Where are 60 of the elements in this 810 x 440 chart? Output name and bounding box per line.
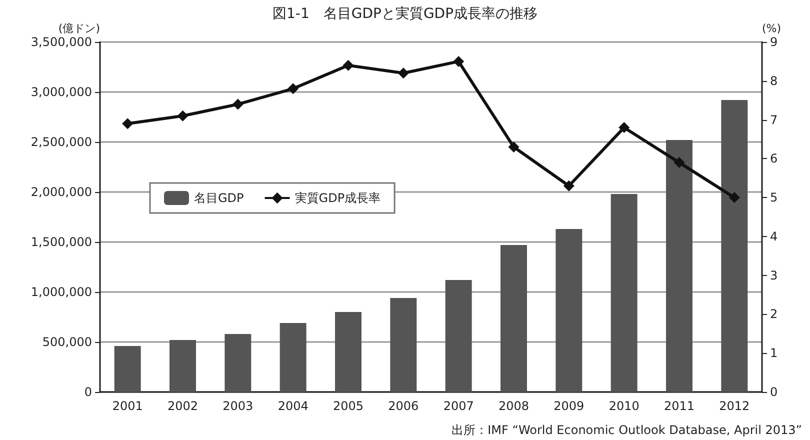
x-tick-label: 2004	[278, 399, 308, 413]
bar	[280, 323, 306, 392]
bar	[390, 298, 417, 392]
y-tick-label: 3,000,000	[30, 85, 92, 99]
y2-tick-label: 5	[770, 190, 778, 205]
x-tick-label: 2006	[388, 399, 419, 413]
y2-axis-title: (%)	[762, 22, 782, 35]
point	[122, 118, 134, 130]
x-tick-label: 2007	[443, 399, 474, 413]
point	[453, 56, 464, 67]
text: 出所：IMF “World Economic Outlook Database, April 2013”	[452, 423, 802, 437]
point	[728, 192, 740, 204]
x-tick-label: 2012	[719, 399, 750, 413]
bar	[610, 194, 638, 392]
point	[342, 60, 354, 71]
point	[398, 68, 409, 79]
y2-tick-label: 9	[770, 35, 778, 49]
x-tick-label: 2008	[498, 399, 530, 413]
y-tick-label: 1,500,000	[30, 235, 92, 249]
legend-label: 名目GDP	[194, 191, 244, 205]
y2-tick-label: 6	[770, 152, 778, 166]
legend-label: 実質GDP成長率	[294, 191, 381, 205]
bar	[500, 245, 527, 392]
x-tick-label: 2003	[222, 399, 254, 413]
y-tick-label: 2,000,000	[30, 185, 92, 199]
point	[674, 157, 685, 168]
point	[288, 83, 299, 94]
y-tick-label: 2,500,000	[30, 135, 92, 149]
chart-title: 図1-1 名目GDPと実質GDP成長率の推移	[272, 6, 538, 22]
bar	[556, 229, 582, 392]
x-tick-label: 2001	[112, 399, 143, 413]
x-tick-label: 2011	[664, 399, 695, 413]
x-tick-label: 2009	[554, 399, 584, 413]
y2-tick-label: 2	[770, 307, 778, 322]
x-tick-label: 2010	[608, 399, 640, 413]
bar	[114, 346, 141, 392]
y2-tick-label: 0	[770, 385, 778, 399]
point	[177, 110, 188, 122]
bar	[224, 334, 252, 392]
point	[618, 122, 630, 134]
bar	[335, 312, 362, 392]
x-tick-label: 2005	[332, 399, 364, 413]
bar	[170, 340, 196, 392]
x-tick-label: 2002	[167, 399, 198, 413]
y2-tick-label: 4	[770, 229, 778, 244]
bar	[721, 100, 748, 392]
y2-tick-label: 7	[770, 112, 778, 127]
point	[563, 180, 574, 192]
y2-tick-label: 3	[770, 268, 778, 282]
point	[232, 98, 244, 110]
y2-tick-label: 1	[770, 346, 778, 360]
y-axis-title: (億ドン)	[58, 22, 100, 35]
y-tick-label: 500,000	[42, 335, 92, 349]
y2-tick-label: 8	[770, 74, 778, 88]
point	[508, 142, 520, 152]
y-tick-label: 3,500,000	[30, 35, 92, 49]
y-tick-label: 1,000,000	[30, 285, 92, 299]
bar	[445, 280, 472, 392]
y-tick-label: 0	[84, 385, 92, 399]
bar	[666, 140, 692, 392]
